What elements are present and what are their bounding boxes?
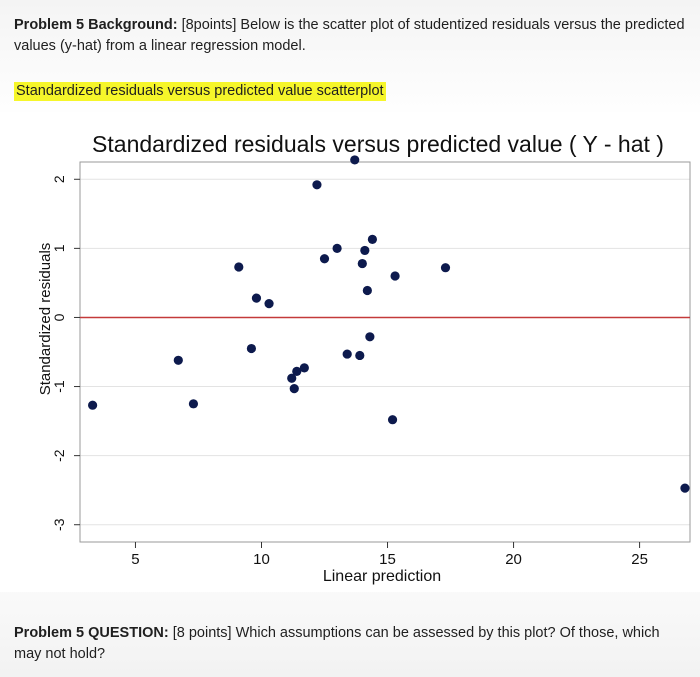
scatter-point [289, 384, 299, 394]
scatter-point [362, 285, 372, 296]
y-axis-label: Standardized residuals [37, 243, 54, 396]
scatter-point [292, 366, 302, 376]
question-text: [8 points] Which assumptions can be asse… [14, 625, 660, 662]
scatter-point [251, 293, 262, 303]
background-paragraph: Problem 5 Background: [8points] Below is… [14, 15, 686, 57]
highlighted-caption: Standardized residuals versus predicted … [14, 82, 386, 101]
scatter-point [357, 258, 367, 269]
y-tick-label: 0 [51, 313, 67, 321]
y-tick-label: 1 [51, 244, 67, 252]
x-tick-label: 20 [505, 551, 522, 568]
scatter-point [390, 271, 400, 281]
y-tick-label: 2 [51, 175, 67, 183]
background-text: [8points] Below is the scatter plot of s… [14, 17, 685, 54]
scatter-point [360, 245, 370, 256]
scatter-point [264, 299, 274, 309]
scatter-point [234, 262, 244, 272]
x-tick-label: 5 [131, 551, 139, 568]
scatter-points [88, 155, 690, 493]
scatter-point [355, 350, 365, 361]
scatter-point [312, 180, 322, 190]
chart-title: Standardized residuals versus predicted … [92, 131, 664, 157]
scatter-chart: -3 -2 -1 0 1 2 5 10 15 20 25 Standardized residual… [0, 112, 700, 592]
scatter-point [680, 483, 690, 493]
scatter-point [367, 234, 377, 244]
scatter-point [387, 415, 398, 425]
plot-frame [79, 161, 691, 543]
scatter-point [365, 332, 375, 342]
x-axis-label: Linear prediction [323, 568, 441, 585]
scatter-point [350, 155, 360, 165]
scatter-point [173, 355, 183, 365]
question-paragraph: Problem 5 QUESTION: [8 points] Which ass… [14, 623, 686, 665]
x-tick-label: 15 [379, 551, 396, 568]
scatter-point [342, 349, 352, 359]
scatter-point [188, 399, 199, 409]
scatter-point [440, 263, 451, 273]
scatter-point [287, 373, 297, 383]
y-tick-label: -2 [51, 449, 67, 462]
question-label: Problem 5 QUESTION: [14, 625, 169, 641]
scatter-point [246, 343, 257, 354]
scatter-point [319, 254, 330, 264]
background-label: Problem 5 Background: [14, 17, 178, 33]
y-tick-label: -1 [51, 380, 67, 393]
scatter-point [299, 363, 309, 373]
scatter-point [332, 243, 342, 253]
y-tick-label: -3 [51, 518, 67, 531]
scatter-point [88, 400, 98, 410]
x-tick-label: 25 [631, 551, 648, 568]
x-tick-label: 10 [253, 551, 270, 568]
